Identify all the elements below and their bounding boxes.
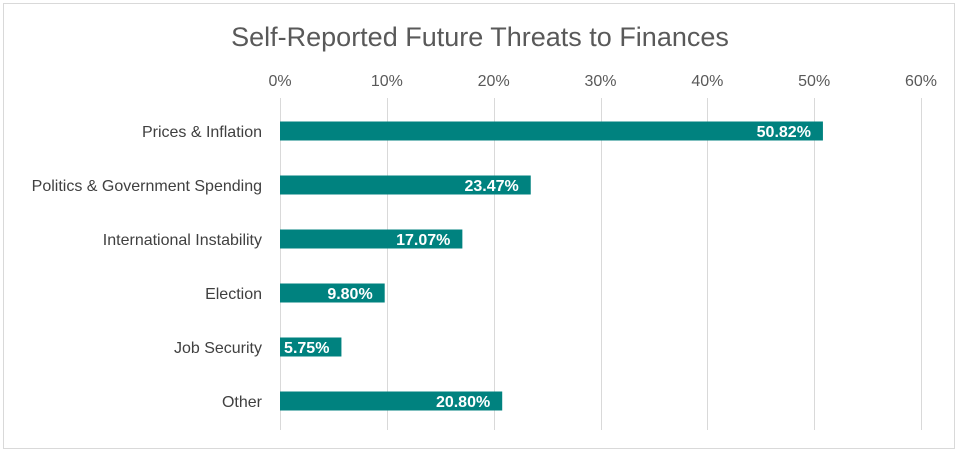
x-axis-ticks: 0% 10% 20% 30% 40% 50% 60% [268,73,937,90]
data-label: 5.75% [284,340,329,357]
category-label: Politics & Government Spending [32,178,262,195]
chart-frame [3,3,955,449]
x-tick-label: 20% [478,73,510,90]
category-label: Other [222,394,263,411]
data-label: 9.80% [327,286,372,303]
bar [280,175,531,195]
x-tick-label: 30% [584,73,616,90]
category-label: Prices & Inflation [142,124,262,141]
x-tick-label: 60% [905,73,937,90]
category-labels: Prices & Inflation Politics & Government … [32,124,263,411]
category-label: International Instability [103,232,262,249]
x-tick-label: 0% [268,73,291,90]
chart-title: Self-Reported Future Threats to Finances [231,22,729,52]
bars [280,121,823,411]
x-tick-label: 40% [691,73,723,90]
x-tick-label: 50% [798,73,830,90]
category-label: Job Security [174,340,262,357]
bar [280,229,463,249]
bar [280,391,503,411]
x-tick-label: 10% [371,73,403,90]
data-label: 50.82% [757,124,811,141]
bar [280,121,823,141]
category-label: Election [205,286,262,303]
bar [280,337,342,357]
data-label: 23.47% [464,178,518,195]
data-labels: 50.82% 23.47% 17.07% 9.80% 5.75% 20.80% [284,124,811,411]
data-label: 20.80% [436,394,490,411]
bar [280,283,385,303]
gridlines [280,98,922,430]
data-label: 17.07% [396,232,450,249]
